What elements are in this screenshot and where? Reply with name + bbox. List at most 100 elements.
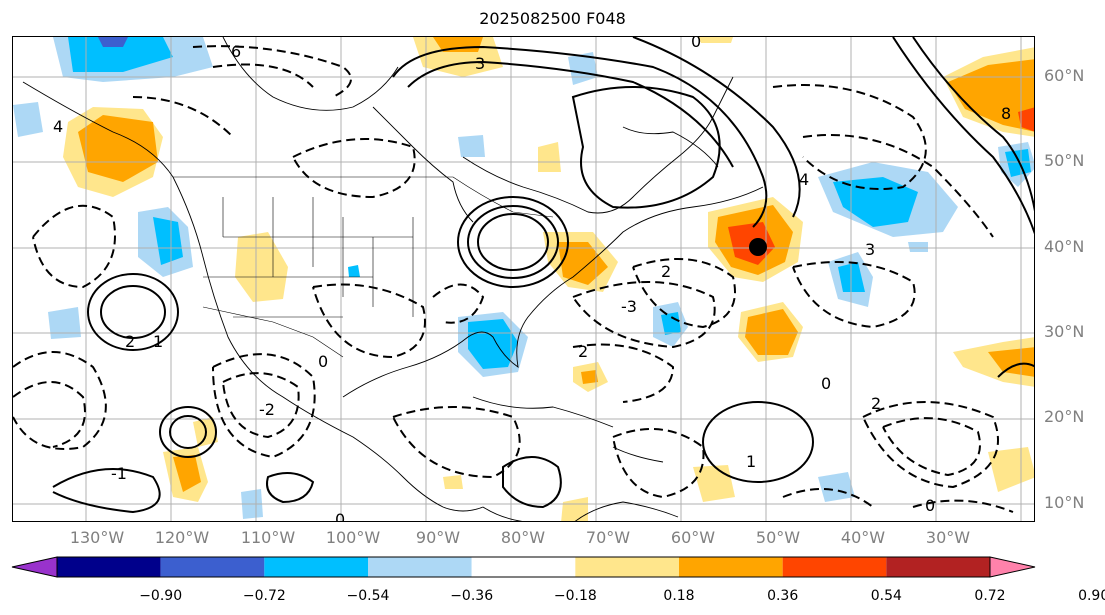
coastline xyxy=(222,37,399,111)
dashed-contour xyxy=(572,281,716,349)
dashed-contour xyxy=(192,45,352,98)
colorbar-segment xyxy=(886,557,990,577)
colorbar-segment xyxy=(782,557,887,577)
black-dot-marker xyxy=(749,238,767,256)
shade-positive xyxy=(693,465,735,502)
dashed-contour xyxy=(32,204,116,289)
shade-positive xyxy=(443,475,463,489)
dashed-contour xyxy=(862,401,999,489)
dashed-contour xyxy=(782,488,874,508)
dashed-contour xyxy=(292,138,416,199)
dashed-contour xyxy=(132,96,234,138)
dashed-contour xyxy=(772,84,927,190)
colorbar-tick-label: −0.18 xyxy=(553,588,597,604)
colorbar-segment xyxy=(264,557,368,577)
contour-label: 3 xyxy=(475,54,485,73)
colorbar-segment xyxy=(575,557,679,577)
colorbar-tick-label: −0.90 xyxy=(139,588,183,604)
solid-contour xyxy=(702,401,814,483)
contour-label: 4 xyxy=(799,170,809,189)
dashed-contour xyxy=(13,381,86,448)
solid-contour xyxy=(392,45,768,228)
contour-label-layer: 6 3 4 2 1 0 -1 -2 -3 8 3 4 2 0 0 2 1 0 0… xyxy=(53,37,1011,521)
solid-contour xyxy=(467,205,559,279)
coastline xyxy=(482,501,679,521)
solid-contour xyxy=(100,285,166,339)
colorbar-left-arrow xyxy=(11,556,58,578)
lat-label: 30°N xyxy=(1044,322,1085,341)
shade-positive xyxy=(78,115,158,182)
shade-positive xyxy=(561,497,588,521)
dashed-contour xyxy=(13,351,107,450)
lon-label: 70°W xyxy=(585,528,631,547)
shade-negative xyxy=(98,37,128,47)
contour-label: -3 xyxy=(621,297,637,316)
solid-contour xyxy=(87,273,179,351)
border xyxy=(202,306,344,358)
shade-positive xyxy=(538,142,561,172)
shade-negative xyxy=(48,307,81,339)
colorbar-tick-label: 0.54 xyxy=(870,588,902,604)
shade-positive xyxy=(581,370,598,384)
lon-label: 100°W xyxy=(325,528,381,547)
dashed-contour xyxy=(572,343,675,403)
colorbar-tick-label: −0.72 xyxy=(242,588,286,604)
shade-negative xyxy=(1005,149,1031,177)
colorbar-segment xyxy=(368,557,472,577)
lon-label: 130°W xyxy=(69,528,125,547)
lon-label: 80°W xyxy=(500,528,546,547)
dashed-contour xyxy=(882,417,981,477)
solid-contour xyxy=(477,213,549,271)
contour-label: 1 xyxy=(746,452,756,471)
shade-positive xyxy=(235,232,288,302)
coastline xyxy=(372,106,474,223)
contour-label: 2 xyxy=(578,342,588,361)
lon-label: 50°W xyxy=(755,528,801,547)
shade-positive xyxy=(173,455,201,492)
solid-contour xyxy=(266,472,315,504)
lon-label: 110°W xyxy=(240,528,296,547)
shade-negative xyxy=(661,312,681,335)
contour-label: 2 xyxy=(661,262,671,281)
solid-contour xyxy=(502,456,562,509)
dashed-contour xyxy=(802,134,994,238)
dashed-contour xyxy=(792,261,916,329)
graticule xyxy=(13,37,1034,521)
contour-label: 0 xyxy=(925,496,935,515)
coastline xyxy=(22,81,484,512)
colorbar-outline xyxy=(56,556,991,578)
colorbar-tick-label: 0.36 xyxy=(767,588,799,604)
lon-label: 90°W xyxy=(415,528,461,547)
solid-contour xyxy=(52,468,161,514)
coastline-layer xyxy=(22,37,764,521)
colorbar-segment xyxy=(160,557,265,577)
dashed-contour xyxy=(632,258,736,329)
dashed-contour xyxy=(612,428,705,499)
contour-label: -2 xyxy=(259,400,275,419)
colorbar-segment xyxy=(471,557,576,577)
solid-contour xyxy=(457,196,569,288)
dashed-contour xyxy=(222,372,300,439)
colorbar-segment xyxy=(57,557,161,577)
solid-contour xyxy=(892,37,1034,235)
dashed-contour xyxy=(212,353,316,459)
dashed-contour xyxy=(212,63,314,88)
map-title: 2025082500 F048 xyxy=(479,9,626,28)
dashed-contour xyxy=(392,406,521,479)
lat-label: 10°N xyxy=(1044,493,1085,512)
colorbar-tick-label: 0.18 xyxy=(663,588,695,604)
solid-contour xyxy=(169,415,207,449)
colorbar-tick-label: −0.54 xyxy=(346,588,390,604)
lat-label: 60°N xyxy=(1044,66,1085,85)
coastline xyxy=(472,396,664,463)
dashed-contour xyxy=(912,499,1014,513)
shade-negative xyxy=(13,102,43,137)
solid-contour xyxy=(997,362,1034,378)
contour-label: 0 xyxy=(691,37,701,51)
map-panel: 6 3 4 2 1 0 -1 -2 -3 8 3 4 2 0 0 2 1 0 0… xyxy=(12,36,1035,522)
contour-label: 0 xyxy=(318,352,328,371)
contour-label: 4 xyxy=(53,117,63,136)
contour-label: 3 xyxy=(865,240,875,259)
lon-label: 40°W xyxy=(840,528,886,547)
contour-label: 1 xyxy=(153,332,163,351)
